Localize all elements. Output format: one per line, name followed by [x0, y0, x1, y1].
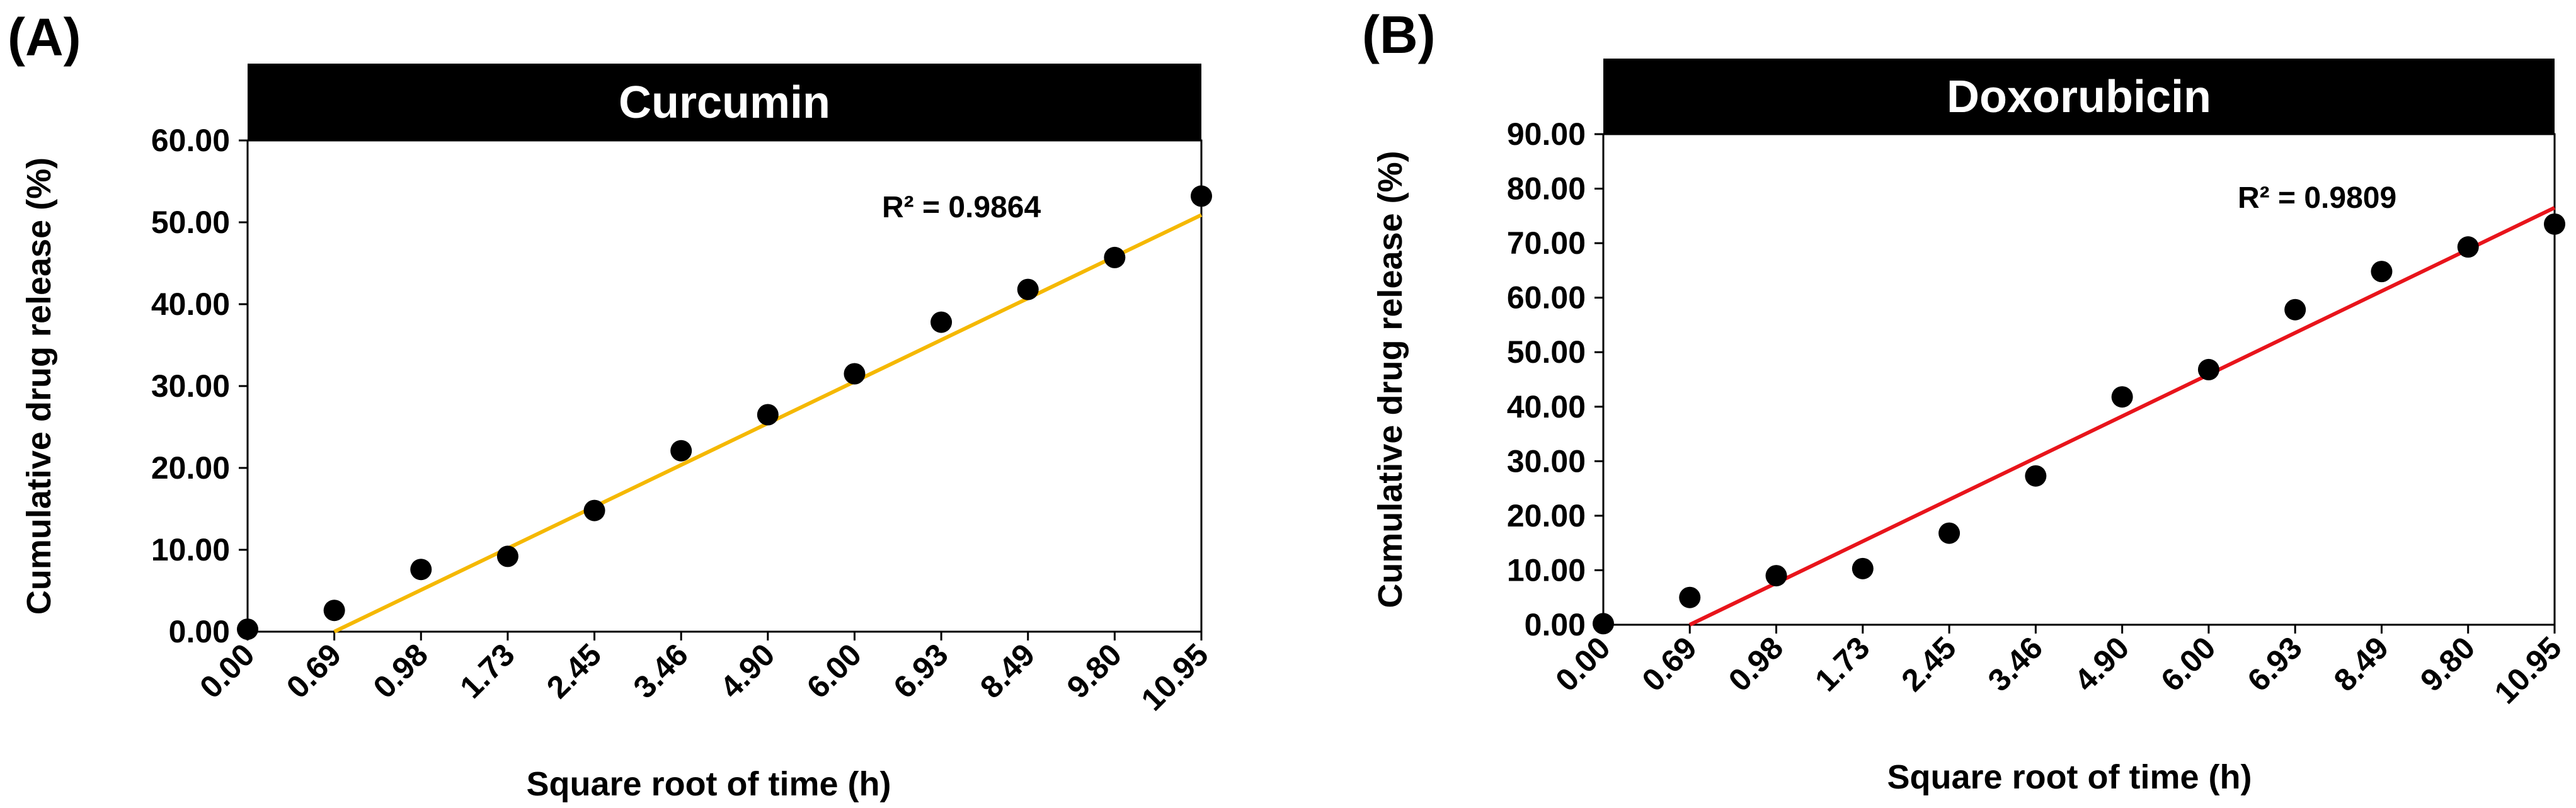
panel-label: (A) [8, 8, 81, 67]
y-tick-label: 60.00 [1507, 280, 1586, 316]
data-point [1017, 278, 1039, 300]
title-bar [248, 64, 1201, 140]
y-tick-label: 10.00 [1507, 552, 1586, 588]
x-tick-label: 4.90 [713, 637, 781, 705]
x-tick-label: 9.80 [2413, 630, 2482, 698]
data-point [2111, 386, 2133, 408]
x-tick-label: 3.46 [1981, 630, 2049, 698]
y-tick-label: 60.00 [151, 123, 230, 158]
data-point [237, 618, 258, 640]
y-tick-label: 40.00 [1507, 389, 1586, 424]
y-tick-label: 50.00 [151, 205, 230, 240]
trendline [1688, 206, 2556, 627]
y-tick-label: 40.00 [151, 287, 230, 322]
data-point [2457, 236, 2479, 258]
data-point [757, 404, 779, 426]
x-tick-label: 10.95 [2488, 630, 2568, 710]
x-tick-label: 0.69 [280, 637, 348, 705]
x-tick-label: 1.73 [453, 637, 521, 705]
chart-panel-doxorubicin: (B) Doxorubicin 0.00 10.00 20.00 30.00 40.00 50… [1362, 5, 2568, 796]
data-point [496, 545, 518, 567]
x-tick-label: 1.73 [1808, 630, 1876, 698]
y-tick-label: 0.00 [169, 614, 230, 649]
x-tick-label: 6.93 [2241, 630, 2309, 698]
x-tick-label: 8.49 [973, 637, 1041, 705]
panel-label: (B) [1362, 5, 1436, 64]
data-point [670, 440, 692, 462]
data-point [2371, 261, 2393, 283]
r-squared-label: R² = 0.9864 [882, 191, 1041, 224]
data-point [1104, 246, 1126, 268]
y-tick-label: 20.00 [151, 450, 230, 486]
y-tick-label: 20.00 [1507, 498, 1586, 533]
data-point [1593, 613, 1614, 635]
x-tick-label: 3.46 [627, 637, 695, 705]
data-point [2284, 299, 2306, 321]
data-point [1191, 185, 1212, 207]
y-tick-label: 80.00 [1507, 171, 1586, 207]
x-tick-label: 4.90 [2068, 630, 2136, 698]
x-tick-label: 2.45 [540, 637, 608, 705]
y-tick-label: 0.00 [1525, 607, 1586, 642]
chart-title: Curcumin [619, 77, 830, 128]
x-axis-title: Square root of time (h) [1887, 758, 2252, 796]
data-point [583, 499, 605, 521]
x-tick-label: 10.95 [1135, 637, 1215, 717]
x-tick-label: 6.00 [800, 637, 868, 705]
x-tick-label: 0.98 [367, 637, 435, 705]
chart-title: Doxorubicin [1947, 72, 2211, 122]
plot-area [1602, 133, 2556, 626]
data-point [1938, 522, 1961, 544]
data-point [844, 363, 866, 385]
chart-panel-curcumin: (A) Curcumin 0.00 10.00 20.00 30.00 40.00 50.00… [8, 8, 1215, 803]
y-tick-label: 30.00 [1507, 443, 1586, 479]
y-tick-label: 30.00 [151, 368, 230, 404]
data-point [1679, 586, 1701, 608]
data-point [410, 559, 432, 581]
x-axis-title: Square root of time (h) [527, 765, 891, 803]
data-point [2544, 213, 2565, 235]
x-tick-label: 2.45 [1894, 630, 1962, 698]
plot-area [246, 139, 1203, 633]
x-tick-label: 9.80 [1060, 637, 1128, 705]
y-tick-label: 10.00 [151, 532, 230, 567]
title-bar [1603, 59, 2555, 134]
y-axis-title: Cumulative drug release (%) [1371, 151, 1409, 608]
y-tick-label: 50.00 [1507, 334, 1586, 370]
y-tick-label: 70.00 [1507, 225, 1586, 261]
y-axis-title: Cumulative drug release (%) [20, 157, 58, 615]
x-tick-label: 6.93 [886, 637, 954, 705]
data-point [2025, 465, 2047, 487]
r-squared-label: R² = 0.9809 [2238, 181, 2396, 215]
data-point [930, 311, 953, 333]
x-tick-label: 6.00 [2154, 630, 2222, 698]
data-point [1852, 557, 1874, 579]
x-tick-label: 8.49 [2327, 630, 2395, 698]
data-point [323, 600, 345, 622]
data-point [2197, 358, 2219, 380]
y-tick-label: 90.00 [1507, 117, 1586, 152]
data-point [1765, 565, 1787, 587]
x-tick-label: 0.69 [1635, 630, 1703, 698]
x-tick-label: 0.98 [1722, 630, 1790, 698]
